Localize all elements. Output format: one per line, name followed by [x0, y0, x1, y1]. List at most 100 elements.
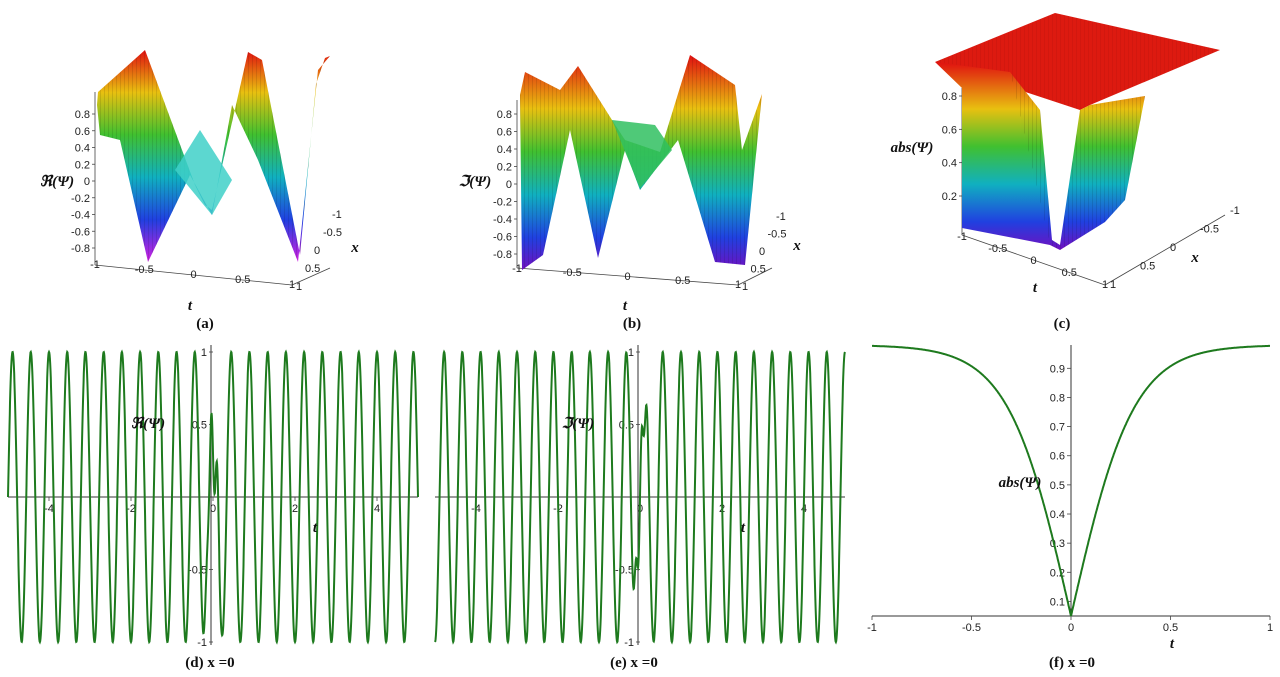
panel-c-x-label: x	[1190, 250, 1199, 266]
panel-a-t-tick-label: -1	[90, 259, 100, 271]
panel-c-x-tick-label: -1	[1230, 205, 1240, 217]
panel-b-z-tick-label: -0.4	[493, 214, 512, 226]
panel-c-t-tick-label: 1	[1102, 279, 1108, 291]
panel-c-t-tick-label: -0.5	[988, 243, 1007, 255]
panel-d-x-tick-label: 4	[374, 503, 380, 515]
panel-b-z-tick-label: 0.4	[497, 144, 512, 156]
panel-b-surface-imag: 0.8 0.6 0.4 0.2 0 -0.2 -0.4 -0.6 -0.8 ℑ(Ψ) -1 -0.…	[459, 55, 801, 332]
panel-c-z-tick-label: 0.4	[942, 158, 957, 170]
panel-f-y-tick-label: 0.6	[1050, 451, 1065, 463]
panel-a-x-ticks: 10.5 0-0.5 -1	[296, 209, 342, 293]
panel-c-surface	[935, 13, 1220, 250]
panel-b-t-tick-label: -0.5	[563, 267, 582, 279]
panel-a-t-tick-label: 0	[190, 269, 196, 281]
panel-d-series-line	[7, 349, 419, 645]
panel-f-y-tick-label: 0.7	[1050, 422, 1065, 434]
panel-b-x-tick-label: -0.5	[768, 229, 787, 241]
panel-f-y-tick-label: 0.1	[1050, 596, 1065, 608]
panel-e-line-imag: -4 -2 0 2 4 10.5-0.5-1 ℑ(Ψ) t (e) x =0	[434, 345, 846, 671]
panel-c-t-ticks: -1 -0.5 0 0.5 1	[957, 231, 1108, 291]
panel-b-x-tick-label: 0.5	[751, 264, 766, 276]
panel-c-z-tick-label: 0.8	[942, 91, 957, 103]
panel-a-z-label: ℜ(Ψ)	[40, 174, 74, 190]
panel-c-x-tick-label: -0.5	[1200, 224, 1219, 236]
panel-b-z-tick-label: -0.6	[493, 232, 512, 244]
panel-b-z-tick-label: -0.2	[493, 197, 512, 209]
panel-e-y-tick-label: 1	[628, 347, 634, 359]
panel-a-t-label: t	[188, 298, 193, 314]
panel-d-y-tick-label: 1	[201, 347, 207, 359]
panel-a-t-tick-label: 0.5	[235, 274, 250, 286]
panel-a-z-tick-label: -0.4	[71, 210, 90, 222]
panel-b-t-tick-label: 0.5	[675, 275, 690, 287]
panel-d-y-label: ℜ(Ψ)	[131, 416, 165, 432]
panel-a-x-tick-label: 0	[314, 245, 320, 257]
panel-e-caption: (e) x =0	[610, 655, 658, 671]
panel-b-z-ticks: 0.8 0.6 0.4 0.2 0 -0.2 -0.4 -0.6 -0.8	[493, 109, 517, 261]
panel-d-y-ticks: 1 0.5 -0.5 -1	[188, 347, 213, 649]
panel-a-z-tick-label: 0.8	[75, 109, 90, 121]
panel-f-series-line	[872, 344, 1270, 617]
panel-b-x-label: x	[792, 238, 801, 254]
panel-c-z-tick-label: 0.6	[942, 124, 957, 136]
panel-b-z-label: ℑ(Ψ)	[459, 174, 491, 190]
panel-f-y-tick-label: 0.4	[1050, 509, 1065, 521]
panel-d-caption: (d) x =0	[185, 655, 234, 671]
panel-c-z-ticks: 0.8 0.6 0.4 0.2	[942, 91, 962, 203]
panel-c-t-tick-label: 0.5	[1062, 267, 1077, 279]
panel-a-x-tick-label: 0.5	[305, 263, 320, 275]
panel-b-t-label: t	[623, 298, 628, 314]
panel-d-x-tick-label: -2	[126, 503, 136, 515]
panel-f-x-tick-label: -0.5	[962, 622, 981, 634]
panel-f-x-tick-label: 1	[1267, 622, 1273, 634]
panel-b-z-tick-label: 0.2	[497, 162, 512, 174]
panel-b-x-tick-label: 1	[742, 281, 748, 293]
panel-c-x-tick-label: 1	[1110, 279, 1116, 291]
panel-b-x-tick-label: -1	[776, 211, 786, 223]
panel-e-x-label: t	[741, 520, 746, 536]
panel-c-t-tick-label: 0	[1030, 255, 1036, 267]
panel-f-y-label: abs(Ψ)	[999, 475, 1042, 491]
panel-c-z-label: abs(Ψ)	[891, 140, 934, 156]
panel-f-x-label: t	[1170, 636, 1175, 652]
panel-b-caption: (b)	[623, 316, 641, 332]
panel-a-z-ticks: 0.8 0.6 0.4 0.2 0 -0.2 -0.4 -0.6 -0.8	[71, 109, 95, 255]
panel-b-z-tick-label: 0.6	[497, 127, 512, 139]
panel-c-z-tick-label: 0.2	[942, 191, 957, 203]
panel-d-y-tick-label: -0.5	[188, 565, 207, 577]
panel-a-x-tick-label: 1	[296, 281, 302, 293]
panel-d-y-tick-label: 0.5	[192, 420, 207, 432]
panel-b-surface	[520, 55, 762, 270]
panel-a-t-tick-label: -0.5	[135, 264, 154, 276]
panel-a-x-tick-label: -0.5	[323, 227, 342, 239]
panel-f-x-tick-label: 0	[1068, 622, 1074, 634]
panel-e-series-line	[434, 349, 846, 645]
panel-e-y-label: ℑ(Ψ)	[562, 416, 594, 432]
panel-d-x-tick-label: 2	[292, 503, 298, 515]
panel-b-z-tick-label: -0.8	[493, 249, 512, 261]
panel-f-y-tick-label: 0.5	[1050, 480, 1065, 492]
panel-a-z-tick-label: 0.4	[75, 143, 90, 155]
panel-e-y-tick-label: -0.5	[615, 565, 634, 577]
panel-b-x-ticks: 10.5 0-0.5 -1	[742, 211, 786, 293]
panel-a-z-tick-label: -0.6	[71, 226, 90, 238]
panel-c-caption: (c)	[1054, 316, 1071, 332]
panel-c-x-tick-label: 0.5	[1140, 261, 1155, 273]
panel-f-line-abs: -1 -0.5 0 0.5 1 0.90.80.70.60.50.40.30.20.1 …	[867, 344, 1273, 671]
panel-b-z-tick-label: 0	[506, 179, 512, 191]
panel-a-caption: (a)	[196, 316, 214, 332]
panel-f-x-tick-label: -1	[867, 622, 877, 634]
panel-b-t-tick-label: -1	[512, 263, 522, 275]
panel-f-y-tick-label: 0.3	[1050, 538, 1065, 550]
panel-c-t-label: t	[1033, 280, 1038, 296]
panel-d-x-tick-label: 0	[210, 503, 216, 515]
panel-d-line-real: -4 -2 0 2 4 1 0.5 -0.5 -1 ℜ(Ψ) t (d) x =0	[7, 345, 419, 671]
panel-e-y-tick-label: -1	[624, 637, 634, 649]
panel-f-caption: (f) x =0	[1049, 655, 1095, 671]
panel-b-t-tick-label: 1	[735, 279, 741, 291]
panel-a-z-tick-label: -0.8	[71, 243, 90, 255]
panel-f-y-tick-label: 0.9	[1050, 363, 1065, 375]
panel-c-t-tick-label: -1	[957, 231, 967, 243]
panel-d-x-label: t	[313, 520, 318, 536]
panel-c-x-tick-label: 0	[1170, 242, 1176, 254]
